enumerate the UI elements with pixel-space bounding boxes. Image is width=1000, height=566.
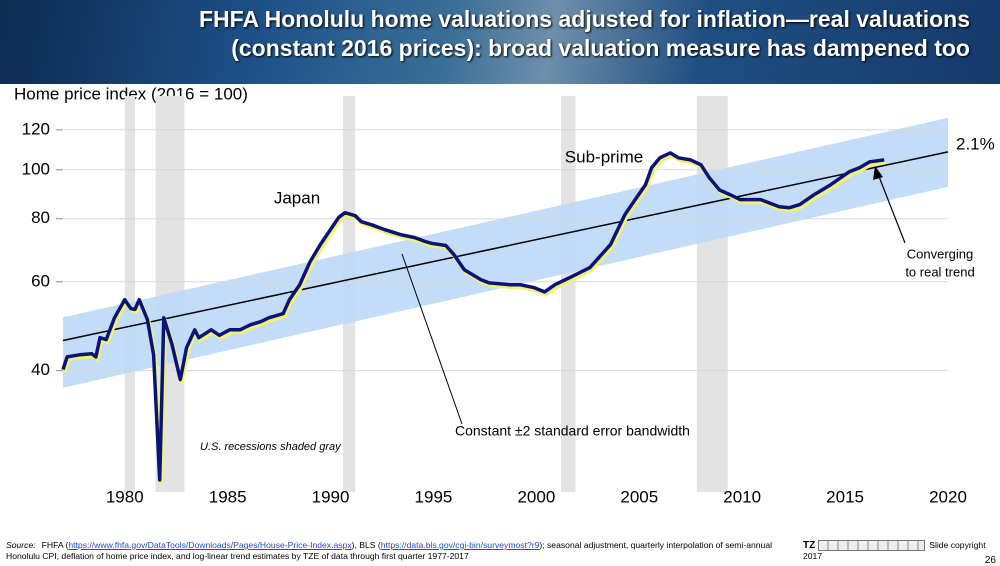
x-tick-label: 2000 [517, 487, 555, 506]
footer: Source: FHFA (https://www.fhfa.gov/DataTo… [0, 540, 796, 562]
y-tick-label: 80 [31, 208, 50, 227]
y-tick-label: 60 [31, 271, 50, 290]
arrowhead [873, 166, 883, 180]
logo: TZ [803, 540, 816, 551]
series-line [61, 151, 885, 482]
trend-line [62, 151, 949, 342]
x-tick-label: 2020 [929, 487, 967, 506]
x-tick-label: 1995 [415, 487, 453, 506]
y-tick-label: 40 [31, 360, 50, 379]
header: FHFA Honolulu home valuations adjusted f… [0, 0, 1000, 84]
annotation: 2.1% [956, 134, 995, 153]
chart: Home price index (2016 = 100) 40 60 80 100 1… [14, 84, 995, 506]
x-tick-label: 1985 [209, 487, 247, 506]
recession-shade [696, 96, 728, 492]
pointer [401, 253, 463, 425]
copyright-box: TZ Slide copyright 2017 26 [803, 540, 998, 566]
y-tick-label: 120 [22, 119, 50, 138]
title-line: FHFA Honolulu home valuations adjusted f… [199, 6, 970, 32]
link[interactable]: https://www.fhfa.gov/DataTools/Downloads… [68, 540, 352, 550]
page-number: 26 [984, 555, 996, 566]
x-tick-label: 1980 [106, 487, 144, 506]
link[interactable]: https://data.bls.gov/cgi-bin/surveymost?… [380, 540, 540, 550]
title-line: (constant 2016 prices): broad valuation … [231, 35, 970, 61]
y-axis-label: Home price index (2016 = 100) [14, 84, 248, 103]
pointer [877, 173, 906, 244]
annotation: Sub-prime [565, 147, 643, 166]
annotation: Japan [274, 188, 320, 207]
copyright: Slide copyright 2017 [803, 540, 986, 562]
x-tick-label: 1990 [312, 487, 350, 506]
license-icons [818, 540, 926, 552]
error-band [63, 117, 948, 388]
y-tick-label: 100 [22, 159, 50, 178]
source-text: FHFA ( [41, 540, 69, 550]
x-tick-label: 2010 [723, 487, 761, 506]
annotation: Constant ±2 standard error bandwidth [455, 423, 690, 439]
source-text: ), BLS ( [351, 540, 381, 550]
annotation: Converging [907, 246, 974, 261]
source-text: ); seasonal adjustment, quarterly interp… [6, 540, 773, 561]
source-label: Source: [6, 540, 36, 550]
annotation: U.S. recessions shaded gray [200, 441, 342, 453]
annotation: to real trend [905, 264, 974, 279]
recession-shade [561, 96, 576, 492]
x-tick-label: 2015 [826, 487, 864, 506]
x-tick-label: 2005 [620, 487, 658, 506]
recession-shade [124, 96, 136, 492]
